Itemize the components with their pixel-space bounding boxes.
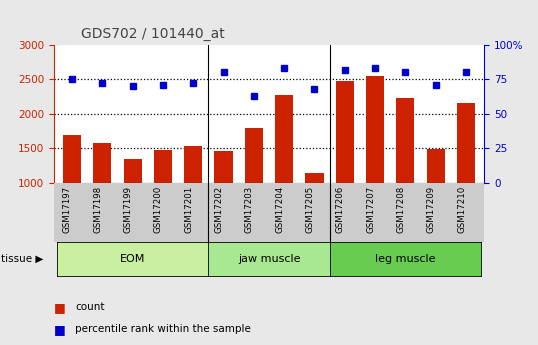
Text: GSM17205: GSM17205 — [306, 186, 315, 233]
Text: jaw muscle: jaw muscle — [238, 254, 300, 264]
Text: GSM17204: GSM17204 — [275, 186, 284, 233]
Text: GSM17206: GSM17206 — [336, 186, 345, 233]
Bar — [366, 76, 384, 183]
Text: GSM17209: GSM17209 — [427, 186, 436, 233]
Text: EOM: EOM — [120, 254, 145, 264]
Bar — [457, 103, 475, 183]
Text: ■: ■ — [54, 300, 66, 314]
Bar — [336, 81, 354, 183]
Text: leg muscle: leg muscle — [375, 254, 436, 264]
Text: percentile rank within the sample: percentile rank within the sample — [75, 325, 251, 334]
Text: GSM17207: GSM17207 — [366, 186, 375, 233]
Text: count: count — [75, 302, 105, 312]
Text: GSM17197: GSM17197 — [63, 186, 72, 233]
Text: ■: ■ — [54, 323, 66, 336]
Bar — [275, 95, 293, 183]
Text: GSM17210: GSM17210 — [457, 186, 466, 233]
Text: tissue ▶: tissue ▶ — [1, 254, 44, 264]
Bar — [63, 135, 81, 183]
Text: GSM17208: GSM17208 — [397, 186, 406, 233]
Text: GSM17200: GSM17200 — [154, 186, 163, 233]
Bar — [306, 173, 323, 183]
Text: GSM17203: GSM17203 — [245, 186, 254, 233]
Bar — [184, 146, 202, 183]
Bar — [245, 128, 263, 183]
Bar — [397, 98, 414, 183]
Text: GSM17199: GSM17199 — [124, 186, 132, 233]
Text: GSM17201: GSM17201 — [184, 186, 193, 233]
Text: GDS702 / 101440_at: GDS702 / 101440_at — [81, 27, 224, 41]
Bar — [427, 149, 445, 183]
Bar — [154, 150, 172, 183]
Text: GSM17198: GSM17198 — [93, 186, 102, 233]
Text: GSM17202: GSM17202 — [215, 186, 223, 233]
Bar — [93, 143, 111, 183]
Bar — [124, 159, 141, 183]
Bar — [215, 151, 232, 183]
